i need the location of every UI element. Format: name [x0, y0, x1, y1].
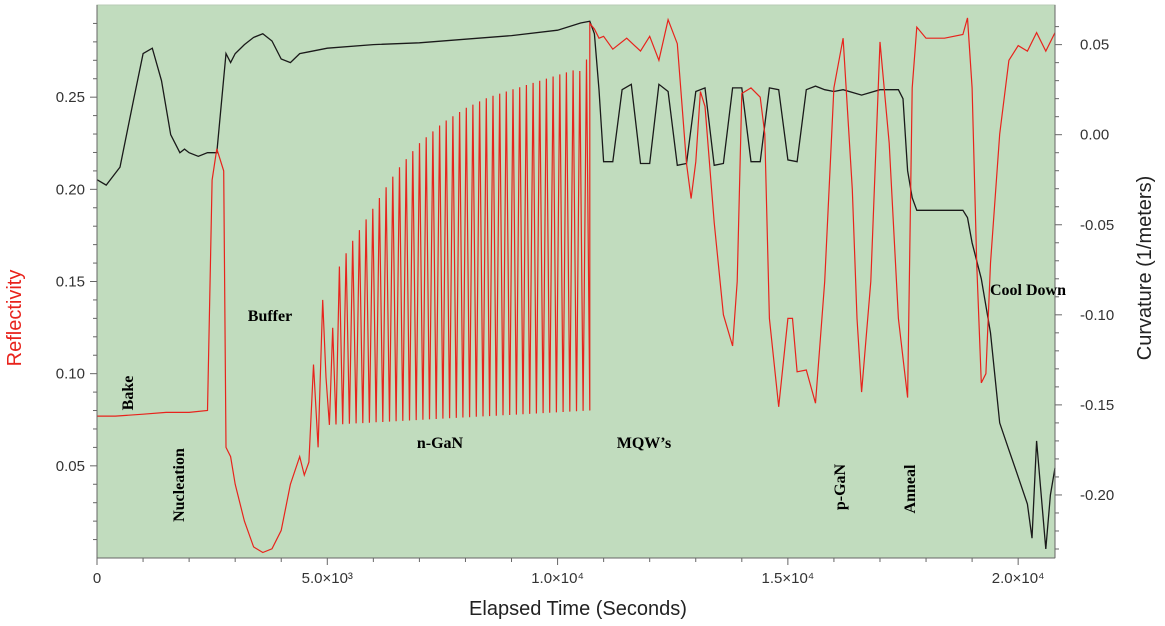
y-left-tick-label: 0.20 [56, 181, 85, 198]
y-right-tick-label: -0.20 [1080, 487, 1114, 504]
annotation-anneal: Anneal [902, 464, 919, 513]
annotation-bake: Bake [120, 376, 137, 411]
annotation-nucleation: Nucleation [171, 448, 188, 522]
y-right-tick-label: -0.15 [1080, 397, 1114, 414]
x-tick-label: 2.0×10⁴ [992, 570, 1045, 587]
x-tick-label: 1.5×10⁴ [761, 570, 814, 587]
y-right-tick-label: -0.05 [1080, 217, 1114, 234]
x-tick-label: 5.0×10³ [302, 570, 353, 587]
annotation-mqws: MQW’s [617, 435, 672, 452]
y-right-tick-label: 0.05 [1080, 37, 1109, 54]
y-left-tick-label: 0.10 [56, 366, 85, 383]
annotation-n-gan: n-GaN [417, 435, 464, 452]
y-axis-right-title: Curvature (1/meters) [1134, 176, 1156, 361]
reflectivity-series-line [97, 17, 1056, 554]
curvature-series-line [96, 20, 1056, 550]
annotation-cool-down: Cool Down [990, 282, 1066, 299]
y-axis-left-title: Reflectivity [4, 270, 26, 367]
annotation-p-gan: p-GaN [832, 463, 849, 510]
annotation-buffer: Buffer [248, 308, 292, 325]
x-tick-label: 1.0×10⁴ [531, 570, 584, 587]
y-left-tick-label: 0.25 [56, 89, 85, 106]
y-left-tick-label: 0.05 [56, 458, 85, 475]
y-left-tick-label: 0.15 [56, 274, 85, 291]
x-tick-label: 0 [93, 570, 101, 587]
plot-background [96, 4, 1056, 559]
x-axis-title: Elapsed Time (Seconds) [469, 598, 687, 620]
y-right-tick-label: -0.10 [1080, 307, 1114, 324]
y-right-tick-label: 0.00 [1080, 127, 1109, 144]
